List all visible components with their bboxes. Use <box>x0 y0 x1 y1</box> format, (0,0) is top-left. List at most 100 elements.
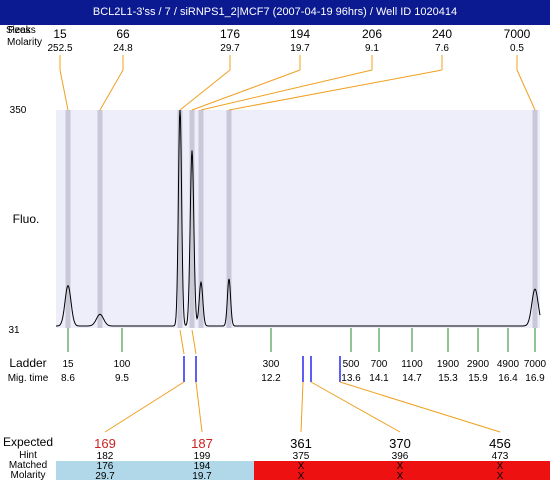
peak-connector <box>179 69 231 111</box>
peak-connector <box>191 69 301 111</box>
ladder-size-label: 300 <box>263 359 280 370</box>
matched-label: Matched <box>9 460 47 471</box>
molarity-value: X <box>497 471 504 480</box>
matched-value: 194 <box>194 461 211 472</box>
expected-value: 187 <box>191 436 213 451</box>
ladder-migtime-label: 16.9 <box>525 373 545 384</box>
peak-connectors <box>59 55 536 111</box>
y-axis-label: Fluo. <box>13 212 40 226</box>
matched-region <box>56 461 254 480</box>
matched-value: 176 <box>97 461 114 472</box>
molarity-value: X <box>298 471 305 480</box>
peak-band <box>177 110 183 328</box>
molarity-value: X <box>397 471 404 480</box>
matched-value: X <box>298 461 305 472</box>
ladder-size-label: 1100 <box>401 359 423 370</box>
ladder-migtime-label: 14.7 <box>402 373 422 384</box>
ladder-size-label: 4900 <box>497 359 520 370</box>
peak-bands <box>65 110 538 328</box>
ladder-size-label: 500 <box>343 359 360 370</box>
hint-connector <box>310 381 401 433</box>
ladder-size-label: 15 <box>62 359 74 370</box>
peak-size-label: 66 <box>116 27 130 41</box>
peak-band <box>198 110 204 328</box>
hint-markers <box>183 356 341 382</box>
hint-connector <box>195 381 203 433</box>
peak-connector <box>228 69 443 111</box>
matched-value: X <box>497 461 504 472</box>
sizes-label: Sizes <box>6 25 30 36</box>
title-bar <box>0 0 550 25</box>
ladder-migtime-label: 13.6 <box>341 373 361 384</box>
expected-label: Expected <box>3 435 53 449</box>
y-tick-label-bottom: 31 <box>8 325 20 336</box>
peak-size-label: 7000 <box>504 27 531 41</box>
expected-value: 169 <box>94 436 116 451</box>
peak-molarity-label: 19.7 <box>290 43 310 54</box>
hint-connector <box>339 381 501 433</box>
peak-labels: 15 252.5 66 24.8 176 29.7 194 19.7 206 9.1 240 7.6 7… <box>47 27 530 54</box>
hint-value: 182 <box>97 451 114 462</box>
ladder-size-label: 2900 <box>467 359 490 370</box>
match-connector <box>179 329 185 355</box>
peak-band <box>226 110 232 328</box>
peak-connector <box>99 69 124 111</box>
peak-molarity-label: 29.7 <box>220 43 240 54</box>
ladder-migtime-label: 12.2 <box>261 373 281 384</box>
ladder-size-label: 7000 <box>524 359 547 370</box>
peak-band <box>97 110 103 328</box>
ladder-marks: 15 8.6 100 9.5 300 12.2 500 13.6 700 14.1 1100 14.7… <box>61 328 547 384</box>
expected-value: 361 <box>290 436 312 451</box>
peak-band <box>189 110 195 328</box>
ladder-label: Ladder <box>9 356 46 370</box>
ladder-migtime-label: 15.3 <box>438 373 458 384</box>
ladder-size-label: 1900 <box>437 359 460 370</box>
matched-value: X <box>397 461 404 472</box>
match-connector <box>191 329 197 355</box>
expected-molarity-label: Molarity <box>10 470 45 480</box>
hint-connectors <box>104 329 501 433</box>
ladder-size-label: 100 <box>114 359 131 370</box>
hint-connector <box>104 381 185 433</box>
chart-title: BCL2L1-3'ss / 7 / siRNPS1_2|MCF7 (2007-0… <box>92 6 458 18</box>
ladder-migtime-label: 14.1 <box>369 373 389 384</box>
ladder-migtime-label: 16.4 <box>498 373 518 384</box>
missing-region <box>254 461 550 480</box>
hint-connector <box>300 381 304 433</box>
hint-value: 473 <box>492 451 509 462</box>
ladder-size-label: 700 <box>371 359 388 370</box>
expected-value: 456 <box>489 436 511 451</box>
ladder-migtime-label: 8.6 <box>61 373 75 384</box>
peak-size-label: 176 <box>220 27 240 41</box>
molarity-value: 29.7 <box>95 471 115 480</box>
plot-area <box>56 110 540 328</box>
peak-connector <box>59 69 69 111</box>
expected-columns: 16918217629.718719919419.7361375XX370396… <box>94 436 511 480</box>
y-tick-label-top: 350 <box>10 105 27 116</box>
peak-connector <box>200 69 373 111</box>
fluorescence-trace <box>56 109 541 327</box>
ladder-migtime-label: 9.5 <box>115 373 129 384</box>
peak-size-label: 240 <box>432 27 452 41</box>
peak-band <box>532 110 538 328</box>
hint-label: Hint <box>19 450 37 461</box>
hint-value: 199 <box>194 451 211 462</box>
peak-molarity-label: 7.6 <box>435 43 449 54</box>
peak-molarity-label: 9.1 <box>365 43 379 54</box>
peak-molarity-label: 0.5 <box>510 43 524 54</box>
peak-size-label: 15 <box>53 27 67 41</box>
hint-value: 396 <box>392 451 409 462</box>
peak-connector <box>516 69 536 111</box>
peak-molarity-label: 24.8 <box>113 43 133 54</box>
molarity-header-label: Molarity <box>7 37 42 48</box>
migtime-label: Mig. time <box>8 373 49 384</box>
ladder-migtime-label: 15.9 <box>468 373 488 384</box>
peaks-label: Peaks <box>8 25 36 36</box>
peak-molarity-label: 252.5 <box>47 43 72 54</box>
hint-value: 375 <box>293 451 310 462</box>
peak-size-label: 206 <box>362 27 382 41</box>
peak-band <box>65 110 71 328</box>
molarity-value: 19.7 <box>192 471 212 480</box>
peak-size-label: 194 <box>290 27 310 41</box>
